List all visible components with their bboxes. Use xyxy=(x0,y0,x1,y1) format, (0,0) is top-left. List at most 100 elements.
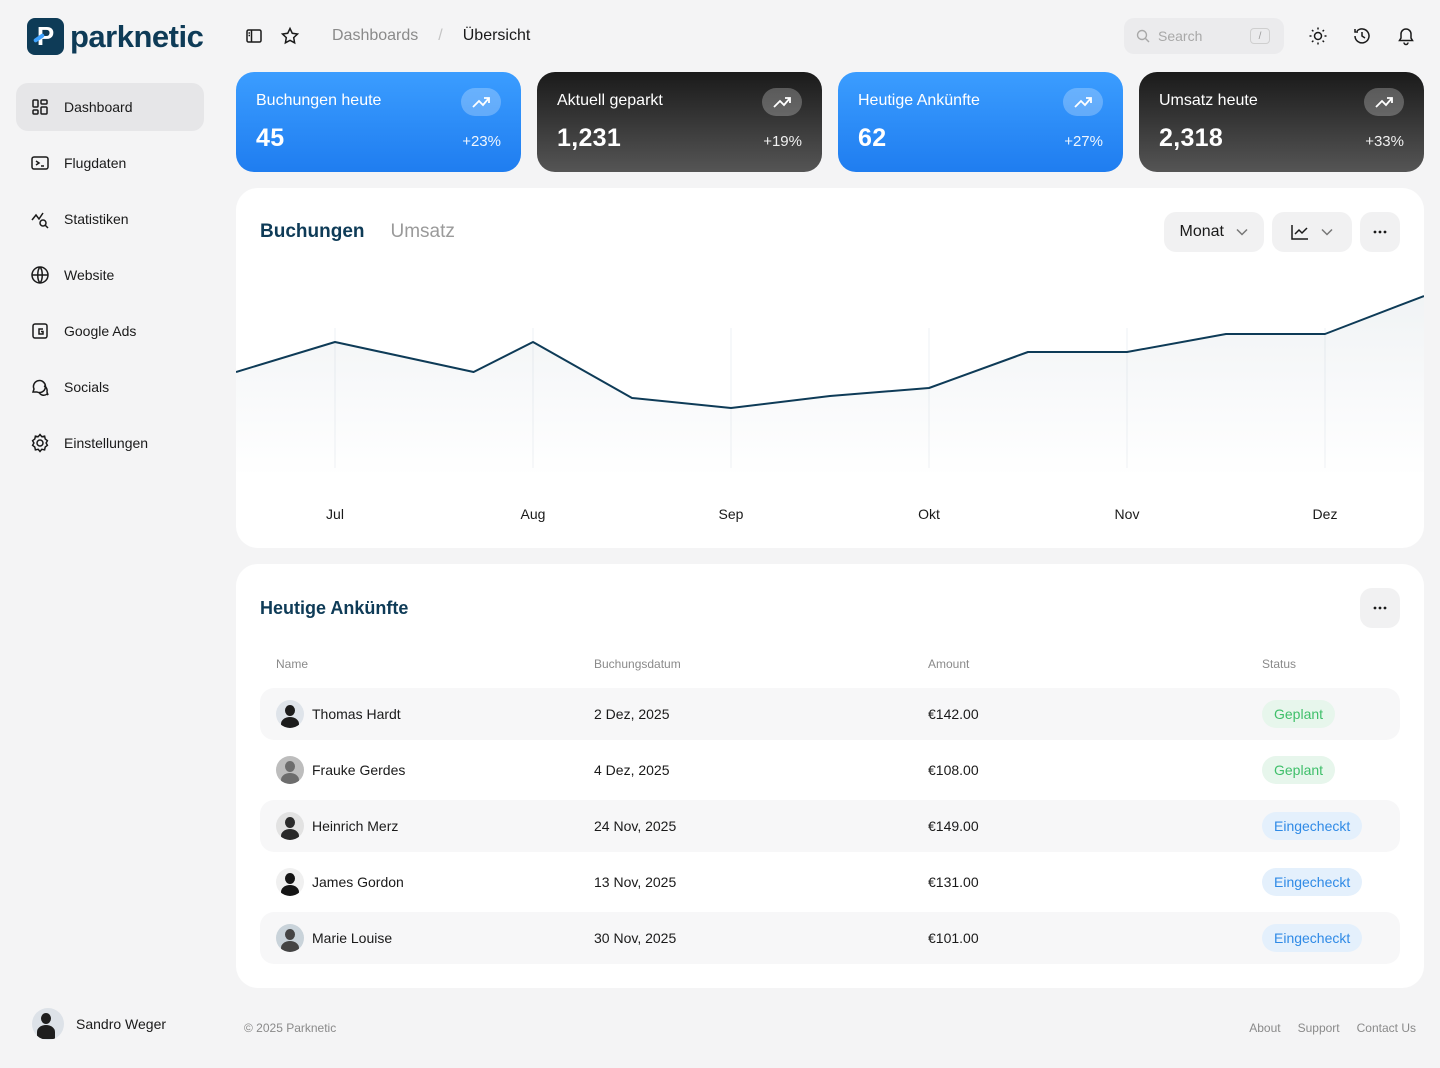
avatar xyxy=(276,756,304,784)
table-row[interactable]: James Gordon 13 Nov, 2025 €131.00 Eingec… xyxy=(260,856,1400,908)
footer-link-support[interactable]: Support xyxy=(1297,1021,1340,1035)
chart-card: Buchungen Umsatz Monat Jul Aug Sep Okt Nov De… xyxy=(236,188,1424,548)
cell-date: 4 Dez, 2025 xyxy=(594,762,670,778)
table-body: Thomas Hardt 2 Dez, 2025 €142.00 Geplant… xyxy=(260,688,1400,968)
column-header-date[interactable]: Buchungsdatum xyxy=(594,657,681,671)
dashboard-icon xyxy=(32,99,48,115)
stat-delta: +19% xyxy=(763,133,802,150)
chart-more-button[interactable] xyxy=(1360,212,1400,252)
stat-card-umsatz[interactable]: Umsatz heute 2,318 +33% xyxy=(1139,72,1424,172)
stat-card-ankuenfte[interactable]: Heutige Ankünfte 62 +27% xyxy=(838,72,1123,172)
stat-value: 62 xyxy=(858,124,887,152)
search-icon xyxy=(1136,29,1150,43)
trend-up-icon xyxy=(1364,88,1404,116)
theme-toggle-button[interactable] xyxy=(1300,18,1336,54)
stat-value: 1,231 xyxy=(557,124,622,152)
logo-mark: P xyxy=(27,18,64,55)
cell-name: Heinrich Merz xyxy=(260,812,594,840)
sidebar-toggle-button[interactable] xyxy=(236,18,272,54)
history-icon xyxy=(1354,28,1370,44)
avatar xyxy=(276,700,304,728)
status-badge: Eingecheckt xyxy=(1262,868,1363,896)
arrivals-card: Heutige Ankünfte Name Buchungsdatum Amou… xyxy=(236,564,1424,988)
x-tick-label: Okt xyxy=(918,506,940,522)
avatar xyxy=(276,868,304,896)
stat-card-buchungen[interactable]: Buchungen heute 45 +23% xyxy=(236,72,521,172)
sidebar-item-einstellungen[interactable]: Einstellungen xyxy=(16,419,204,467)
chart-controls: Monat xyxy=(1163,212,1400,252)
favorite-button[interactable] xyxy=(272,18,308,54)
stat-delta: +27% xyxy=(1064,133,1103,150)
table-row[interactable]: Frauke Gerdes 4 Dez, 2025 €108.00 Geplan… xyxy=(260,744,1400,796)
table-row[interactable]: Thomas Hardt 2 Dez, 2025 €142.00 Geplant xyxy=(260,688,1400,740)
cell-status: Geplant xyxy=(1262,700,1400,728)
sidebar-item-statistiken[interactable]: Statistiken xyxy=(16,195,204,243)
search-input[interactable] xyxy=(1158,28,1242,44)
tab-buchungen[interactable]: Buchungen xyxy=(260,221,365,242)
sidebar-item-label: Dashboard xyxy=(64,99,133,115)
sidebar-item-website[interactable]: Website xyxy=(16,251,204,299)
footer-links: About Support Contact Us xyxy=(1249,1021,1416,1035)
stat-value: 2,318 xyxy=(1159,124,1224,152)
table-header: Name Buchungsdatum Amount Status xyxy=(260,657,1400,671)
breadcrumb-dashboards[interactable]: Dashboards xyxy=(332,27,419,44)
chart-area-fill xyxy=(236,296,1424,478)
column-header-amount[interactable]: Amount xyxy=(928,657,970,671)
arrivals-title: Heutige Ankünfte xyxy=(260,598,409,618)
sidebar-item-label: Einstellungen xyxy=(64,435,149,451)
terminal-icon xyxy=(31,156,49,170)
x-tick-label: Nov xyxy=(1115,506,1140,522)
chevron-down-icon xyxy=(1321,228,1333,236)
cell-status: Eingecheckt xyxy=(1262,868,1400,896)
user-profile[interactable]: Sandro Weger xyxy=(32,1008,166,1040)
footer-link-about[interactable]: About xyxy=(1249,1021,1281,1035)
period-select[interactable]: Monat xyxy=(1163,212,1264,252)
guest-name: Marie Louise xyxy=(312,930,393,946)
notifications-button[interactable] xyxy=(1388,18,1424,54)
chevron-down-icon xyxy=(1236,228,1248,236)
sidebar-item-socials[interactable]: Socials xyxy=(16,363,204,411)
line-chart-icon xyxy=(1291,225,1308,240)
period-select-value: Monat xyxy=(1179,223,1224,240)
chart-type-select[interactable] xyxy=(1272,212,1352,252)
cell-name: James Gordon xyxy=(260,868,594,896)
more-horizontal-icon xyxy=(1373,606,1387,610)
avatar xyxy=(276,924,304,952)
x-tick-label: Sep xyxy=(719,506,744,522)
table-row[interactable]: Marie Louise 30 Nov, 2025 €101.00 Eingec… xyxy=(260,912,1400,964)
arrivals-more-button[interactable] xyxy=(1360,588,1400,628)
column-header-status[interactable]: Status xyxy=(1262,657,1297,671)
stat-card-geparkt[interactable]: Aktuell geparkt 1,231 +19% xyxy=(537,72,822,172)
x-tick-label: Dez xyxy=(1313,506,1338,522)
sidebar-item-google-ads[interactable]: Google Ads xyxy=(16,307,204,355)
stat-label: Aktuell geparkt xyxy=(557,92,663,109)
cell-name: Frauke Gerdes xyxy=(260,756,594,784)
sidebar-item-dashboard[interactable]: Dashboard xyxy=(16,83,204,131)
stat-delta: +33% xyxy=(1365,133,1404,150)
cell-amount: €108.00 xyxy=(928,762,979,778)
table-row[interactable]: Heinrich Merz 24 Nov, 2025 €149.00 Einge… xyxy=(260,800,1400,852)
sidebar-item-flugdaten[interactable]: Flugdaten xyxy=(16,139,204,187)
x-tick-label: Jul xyxy=(326,506,344,522)
column-header-name[interactable]: Name xyxy=(276,657,309,671)
sidebar-item-label: Google Ads xyxy=(64,323,137,339)
breadcrumb-separator: / xyxy=(438,27,443,44)
chat-icon xyxy=(31,379,49,396)
search-box[interactable]: / xyxy=(1124,18,1284,54)
sidebar-item-label: Website xyxy=(64,267,115,283)
brand-logo[interactable]: P parknetic xyxy=(27,18,204,55)
more-horizontal-icon xyxy=(1373,230,1387,234)
status-badge: Geplant xyxy=(1262,700,1336,728)
copyright: © 2025 Parknetic xyxy=(244,1021,337,1035)
history-button[interactable] xyxy=(1344,18,1380,54)
brand-name: parknetic xyxy=(70,18,204,54)
analytics-icon xyxy=(31,212,49,229)
cell-name: Marie Louise xyxy=(260,924,594,952)
cell-amount: €101.00 xyxy=(928,930,979,946)
cell-status: Geplant xyxy=(1262,756,1400,784)
stat-delta: +23% xyxy=(462,133,501,150)
tab-umsatz[interactable]: Umsatz xyxy=(390,221,455,242)
guest-name: Heinrich Merz xyxy=(312,818,399,834)
sidebar-toggle-icon xyxy=(246,29,262,43)
footer-link-contact[interactable]: Contact Us xyxy=(1356,1021,1416,1035)
